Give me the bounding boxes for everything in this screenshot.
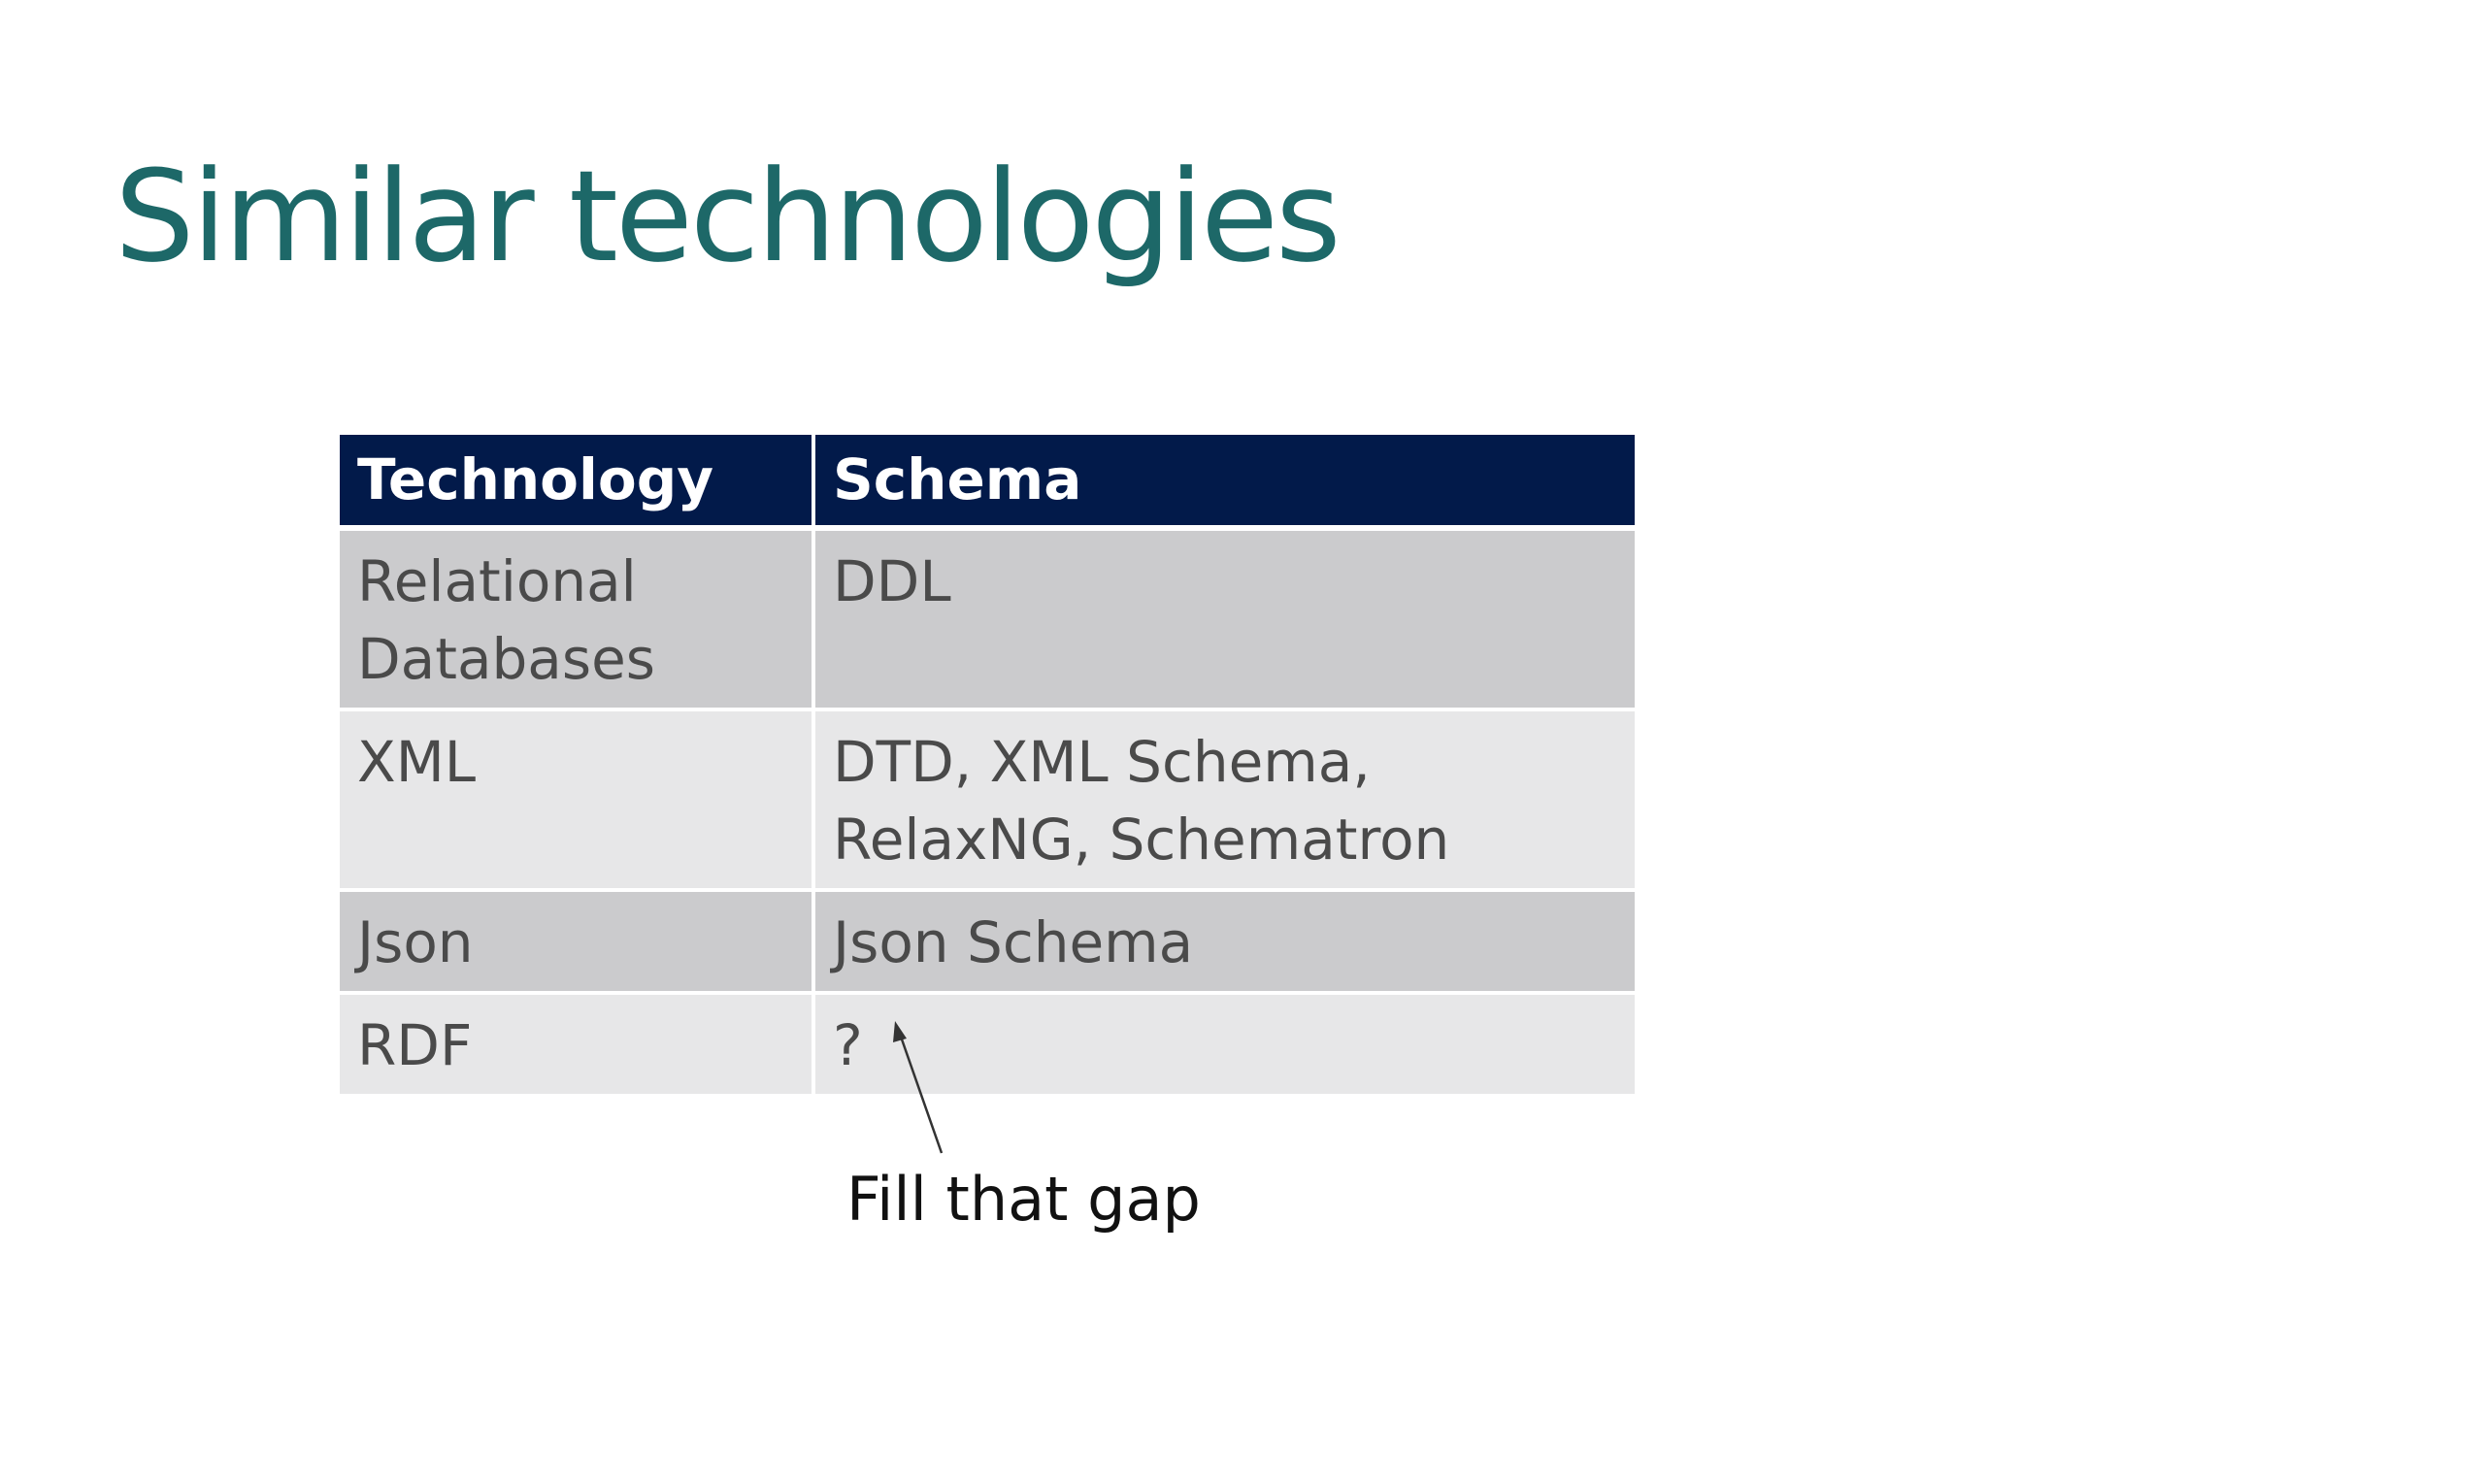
- header-technology: Technology: [340, 435, 813, 531]
- table-row: RDF ?: [340, 991, 1635, 1094]
- cell-technology: RDF: [340, 991, 813, 1094]
- cell-technology: XML: [340, 708, 813, 890]
- slide-title: Similar technologies: [115, 143, 1342, 290]
- annotation-text: Fill that gap: [846, 1164, 1201, 1235]
- header-schema: Schema: [812, 435, 1635, 531]
- table-row: XML DTD, XML Schema, RelaxNG, Schematron: [340, 708, 1635, 890]
- cell-schema: DTD, XML Schema, RelaxNG, Schematron: [812, 708, 1635, 890]
- cell-technology: Json: [340, 888, 813, 993]
- annotation-arrow: [893, 1021, 944, 1154]
- cell-schema: Json Schema: [812, 888, 1635, 993]
- cell-schema: ?: [812, 991, 1635, 1094]
- cell-schema: DDL: [812, 526, 1635, 709]
- comparison-table: Technology Schema Relational Databases D…: [340, 435, 1635, 1094]
- table-row: Relational Databases DDL: [340, 526, 1635, 709]
- table-row: Json Json Schema: [340, 888, 1635, 993]
- cell-technology: Relational Databases: [340, 526, 813, 709]
- table-header-row: Technology Schema: [340, 435, 1635, 531]
